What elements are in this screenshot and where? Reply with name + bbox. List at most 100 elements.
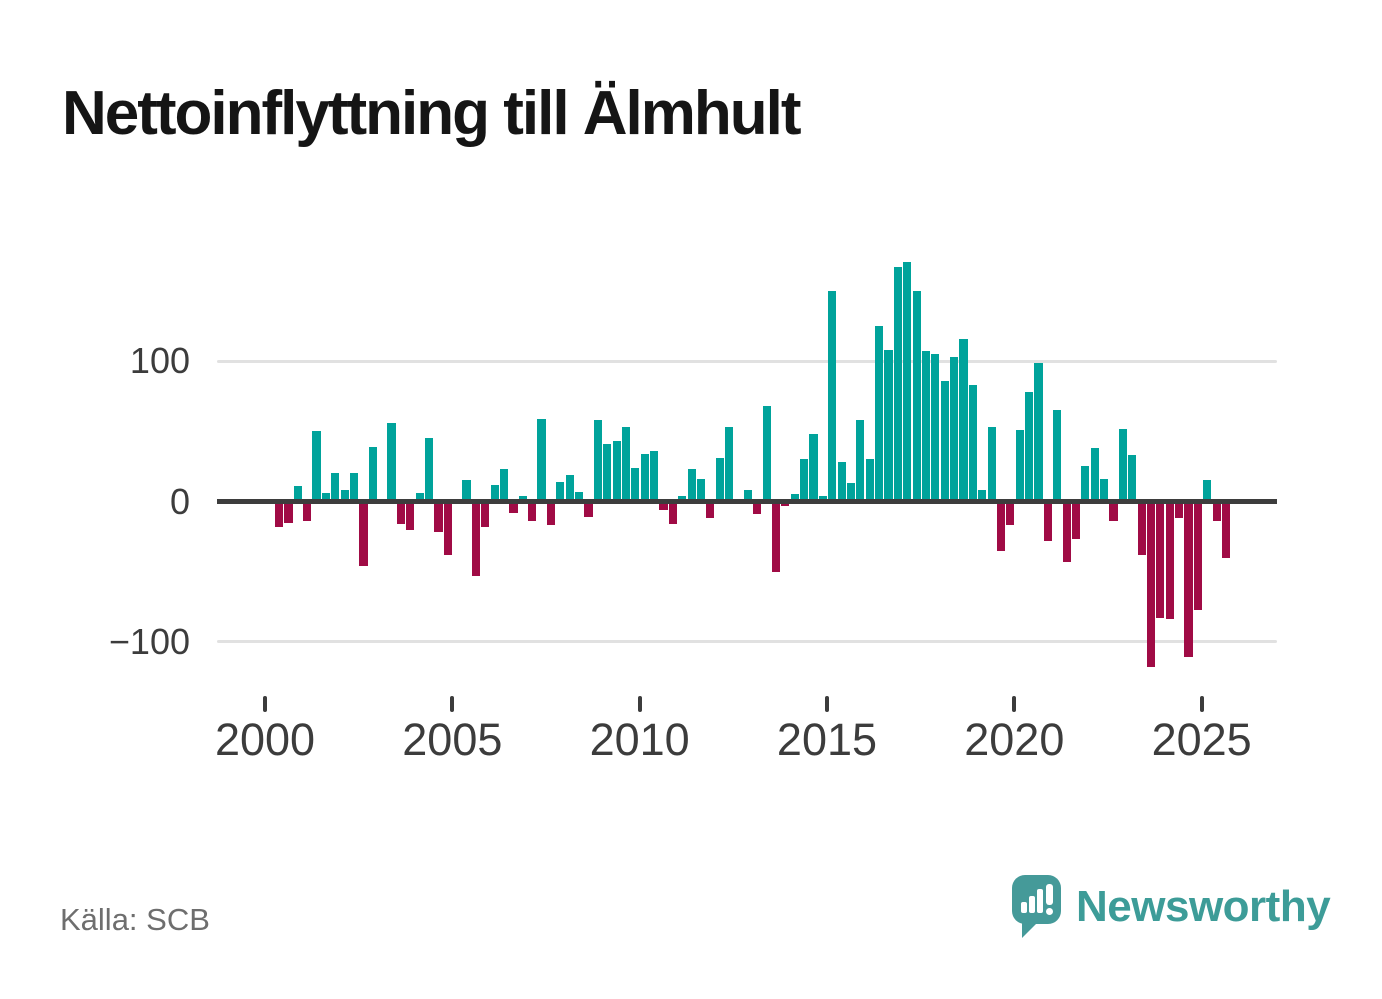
bar: [443, 501, 452, 555]
bar: [650, 450, 659, 502]
bar: [415, 493, 424, 502]
x-tick-mark: [1012, 696, 1017, 712]
bar: [790, 494, 799, 502]
bar: [987, 427, 996, 502]
zero-axis-line: [217, 499, 1277, 504]
bar: [950, 356, 959, 502]
bar: [996, 501, 1006, 551]
bar: [809, 434, 818, 502]
bar: [612, 441, 621, 502]
bar: [640, 453, 649, 502]
bar: [903, 261, 912, 502]
bar: [284, 501, 293, 523]
bar: [921, 351, 931, 502]
bar: [978, 490, 987, 502]
exclamation-icon: [1046, 908, 1053, 915]
x-tick-mark: [824, 696, 829, 712]
x-tick-label: 2005: [402, 714, 503, 765]
bar: [303, 501, 312, 522]
bar: [368, 446, 377, 502]
x-tick-label: 2010: [589, 714, 690, 765]
bar: [481, 501, 490, 527]
bar: [762, 406, 771, 502]
x-tick-label: 2000: [214, 714, 316, 765]
bar: [1137, 501, 1146, 555]
bar: [359, 501, 368, 567]
bar: [321, 493, 331, 502]
bar: [1193, 501, 1202, 610]
bar: [499, 469, 509, 502]
newsworthy-wordmark: Newsworthy: [1076, 882, 1331, 931]
x-tick-mark: [450, 696, 455, 712]
bar: [659, 501, 668, 510]
newsworthy-logo-icon: [1012, 875, 1061, 924]
bar: [1090, 448, 1099, 502]
bar: [593, 420, 602, 502]
y-tick-label: −100: [108, 620, 190, 662]
x-tick-mark: [263, 696, 267, 712]
bar: [668, 501, 677, 524]
gridline: [217, 359, 1277, 363]
bar: [509, 501, 518, 513]
bar: [462, 480, 471, 502]
bar: [471, 501, 481, 576]
bar: [1081, 466, 1090, 502]
bar: [621, 427, 631, 502]
exclamation-icon: [1046, 884, 1053, 905]
bar: [884, 349, 893, 502]
bar: [1100, 479, 1109, 502]
bar: [1146, 501, 1156, 668]
bar: [912, 291, 921, 502]
gridline: [217, 640, 1277, 644]
source-label: Källa: SCB: [60, 902, 210, 937]
x-tick-mark: [637, 696, 642, 712]
bar: [893, 267, 902, 502]
y-tick-label: 100: [129, 340, 190, 382]
bar: [1034, 362, 1043, 502]
bar: [706, 501, 715, 519]
bar: [631, 467, 640, 502]
bar: [846, 483, 856, 502]
bar: [1043, 501, 1052, 541]
bar: [1109, 501, 1118, 522]
bar: [584, 501, 593, 517]
x-tick-mark: [1199, 696, 1204, 712]
bar: [396, 501, 406, 524]
bar: [1006, 501, 1015, 526]
bar: [537, 418, 546, 502]
bar: [349, 473, 359, 502]
bar: [1165, 501, 1174, 620]
bar-chart-icon: [1021, 902, 1027, 913]
bar: [424, 438, 434, 502]
bar: [800, 459, 809, 502]
bar: [331, 473, 340, 502]
bar: [837, 462, 846, 502]
bar: [546, 501, 556, 526]
bar: [340, 490, 349, 502]
bar: [1053, 410, 1062, 502]
bar: [274, 501, 284, 527]
x-tick-label: 2015: [776, 714, 878, 765]
bar: [1203, 480, 1212, 502]
bar: [406, 501, 415, 530]
bar: [687, 469, 696, 502]
bar: [931, 354, 940, 502]
bar: [312, 431, 321, 502]
bar: [490, 484, 499, 502]
bar: [771, 501, 781, 572]
bar: [387, 422, 396, 502]
bar-chart-icon: [1037, 889, 1043, 913]
bar: [828, 291, 837, 502]
bar: [293, 486, 302, 502]
bar: [1062, 501, 1071, 562]
bar: [940, 380, 949, 502]
bar: [1184, 501, 1193, 658]
bar: [1128, 455, 1137, 502]
bar: [574, 491, 584, 502]
bar: [565, 474, 574, 502]
bar: [725, 427, 734, 502]
bar: [1221, 501, 1231, 558]
bar: [743, 490, 752, 502]
bar: [959, 338, 968, 502]
